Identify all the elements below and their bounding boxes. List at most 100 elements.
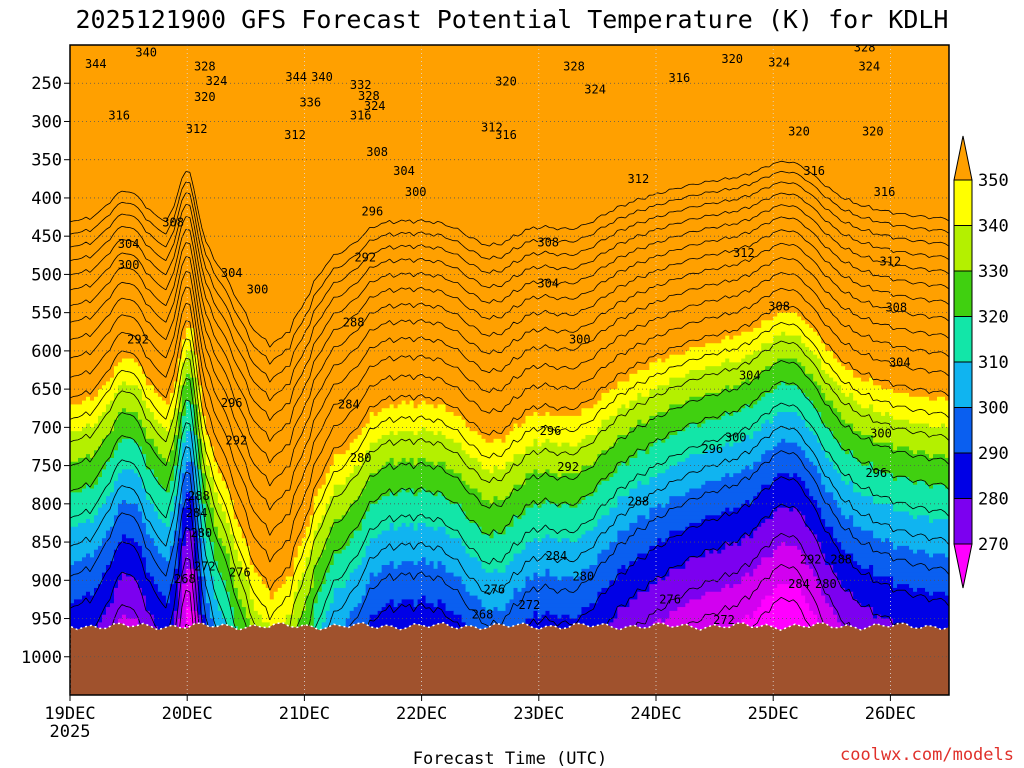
- theta-fill-cell: [105, 568, 147, 574]
- theta-fill-cell: [313, 580, 327, 585]
- contour-label: 328: [358, 89, 380, 103]
- theta-fill-cell: [285, 614, 303, 620]
- theta-fill-cell: [145, 404, 179, 409]
- theta-fill-cell: [70, 155, 949, 161]
- theta-fill-cell: [785, 381, 818, 386]
- theta-fill-cell: [897, 545, 910, 551]
- theta-fill-cell: [201, 412, 371, 417]
- theta-fill-cell: [589, 565, 622, 570]
- theta-fill-cell: [125, 408, 151, 413]
- theta-fill-cell: [70, 488, 83, 493]
- theta-fill-cell: [853, 522, 949, 528]
- theta-fill-cell: [657, 438, 662, 444]
- theta-fill-cell: [121, 538, 135, 543]
- theta-fill-cell: [557, 503, 563, 509]
- theta-fill-cell: [93, 396, 115, 402]
- theta-fill-cell: [761, 343, 806, 348]
- theta-fill-cell: [201, 427, 207, 432]
- theta-fill-cell: [797, 412, 822, 417]
- theta-fill-cell: [393, 522, 403, 528]
- theta-fill-cell: [201, 522, 207, 528]
- theta-fill-cell: [449, 534, 491, 539]
- colorbar-segment: [953, 270, 973, 317]
- theta-fill-cell: [153, 412, 175, 417]
- theta-fill-cell: [249, 618, 263, 623]
- theta-fill-cell: [70, 389, 99, 394]
- theta-fill-cell: [197, 576, 203, 581]
- theta-fill-cell: [513, 454, 598, 459]
- theta-fill-cell: [70, 522, 79, 528]
- theta-fill-cell: [70, 113, 949, 119]
- theta-fill-cell: [213, 580, 227, 585]
- theta-fill-cell: [185, 327, 195, 333]
- contour-label: 304: [889, 355, 911, 369]
- theta-fill-cell: [70, 125, 949, 130]
- theta-fill-cell: [233, 500, 315, 505]
- theta-fill-cell: [177, 618, 187, 623]
- theta-fill-cell: [173, 477, 179, 482]
- theta-fill-cell: [70, 52, 949, 58]
- theta-fill-cell: [181, 607, 187, 612]
- theta-fill-cell: [177, 595, 183, 601]
- theta-fill-cell: [177, 469, 187, 474]
- theta-fill-cell: [205, 419, 371, 425]
- theta-fill-cell: [185, 469, 195, 474]
- theta-fill-cell: [861, 565, 870, 570]
- theta-fill-cell: [201, 553, 207, 558]
- theta-fill-cell: [177, 461, 183, 467]
- theta-fill-cell: [201, 496, 211, 501]
- theta-fill-cell: [505, 565, 590, 570]
- theta-fill-cell: [861, 377, 870, 383]
- theta-fill-cell: [761, 561, 806, 566]
- theta-fill-cell: [349, 446, 371, 451]
- theta-fill-cell: [193, 542, 199, 547]
- theta-fill-cell: [477, 557, 515, 562]
- theta-fill-cell: [197, 607, 203, 612]
- theta-fill-cell: [425, 522, 479, 528]
- theta-fill-cell: [821, 385, 842, 390]
- theta-fill-cell: [477, 488, 515, 493]
- theta-fill-cell: [229, 530, 243, 536]
- theta-fill-cell: [141, 484, 163, 490]
- theta-fill-cell: [305, 534, 315, 539]
- theta-fill-cell: [369, 576, 463, 581]
- theta-fill-cell: [185, 431, 195, 436]
- contour-label: 300: [118, 258, 140, 272]
- theta-fill-cell: [145, 431, 179, 436]
- theta-fill-cell: [193, 412, 199, 417]
- theta-fill-cell: [517, 423, 523, 428]
- theta-fill-cell: [369, 538, 463, 543]
- theta-fill-cell: [233, 515, 311, 520]
- theta-fill-cell: [121, 408, 127, 413]
- theta-fill-cell: [205, 442, 211, 448]
- theta-fill-cell: [89, 484, 95, 490]
- contour-label: 304: [393, 164, 415, 178]
- theta-fill-cell: [157, 480, 171, 486]
- theta-fill-cell: [237, 519, 311, 524]
- theta-fill-cell: [785, 438, 818, 444]
- theta-fill-cell: [169, 587, 179, 593]
- theta-fill-cell: [761, 324, 810, 329]
- contour-line-288: [70, 450, 949, 695]
- theta-fill-cell: [833, 607, 874, 612]
- theta-fill-cell: [201, 576, 207, 581]
- theta-fill-cell: [885, 412, 890, 417]
- theta-fill-cell: [345, 545, 367, 551]
- theta-fill-cell: [433, 565, 439, 570]
- theta-fill-cell: [381, 435, 447, 440]
- theta-fill-cell: [233, 584, 251, 589]
- theta-fill-cell: [197, 431, 203, 436]
- theta-fill-cell: [945, 454, 949, 459]
- theta-fill-cell: [381, 565, 395, 570]
- theta-fill-cell: [609, 545, 650, 551]
- theta-fill-cell: [845, 392, 850, 398]
- theta-fill-cell: [513, 557, 598, 562]
- theta-fill-cell: [841, 542, 894, 547]
- theta-fill-cell: [70, 442, 103, 448]
- theta-fill-cell: [657, 576, 662, 581]
- theta-fill-cell: [561, 503, 571, 509]
- theta-fill-cell: [237, 522, 311, 528]
- theta-fill-cell: [181, 492, 187, 497]
- theta-fill-cell: [721, 389, 774, 394]
- theta-fill-cell: [813, 373, 830, 379]
